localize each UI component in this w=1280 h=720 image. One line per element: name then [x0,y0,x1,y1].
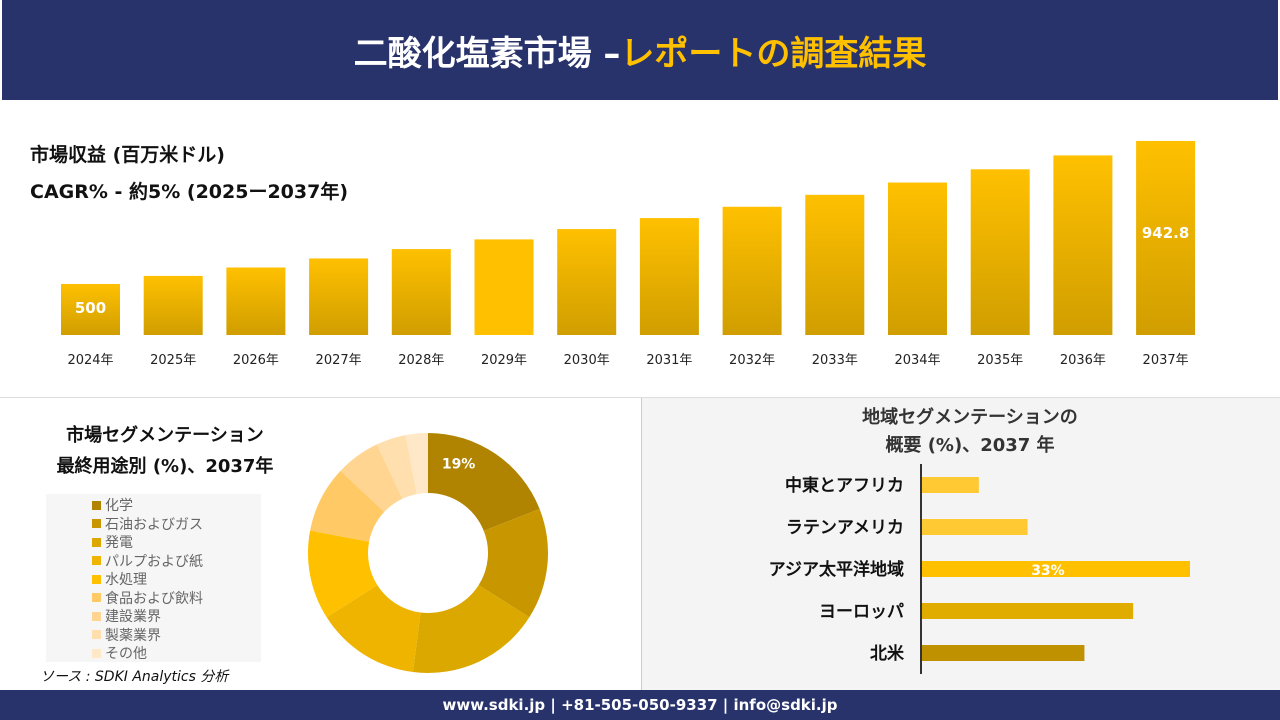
bar-2030年 [557,229,617,335]
donut-slice-化学 [428,433,540,531]
legend-label: 建設業界 [105,609,161,626]
end-use-title-line1: 市場セグメンテーション [66,425,264,446]
legend-swatch [92,648,101,658]
category-label: ヨーロッパ [819,602,904,622]
x-tick-label: 2033年 [812,353,858,368]
legend-label: 石油およびガス [105,516,203,533]
donut-slice-水処理 [308,530,378,618]
cagr-subtitle: CAGR% - 約5% (2025ー2037年) [30,181,349,203]
legend-swatch [92,611,101,621]
category-label: 中東とアフリカ [785,475,904,496]
bar-2027年 [309,258,369,335]
legend-item: その他 [92,644,261,663]
donut-legend: 化学 石油およびガス 発電 パルプおよび紙 水処理 食品および飲料 建設業界 製薬業界その他 [46,494,261,662]
category-label: ラテンアメリカ [786,518,904,538]
legend-swatch [92,630,101,640]
donut-slice-製薬業界 [376,435,417,499]
divider [0,397,1280,398]
legend-item: 建設業界 [92,607,261,626]
legend-label: 食品および飲料 [105,590,203,607]
region-title-line2: 概要 (%)、2037 年 [885,435,1055,456]
bar-北米 [922,645,1085,661]
x-tick-label: 2035年 [977,353,1023,368]
x-tick-label: 2026年 [233,353,279,368]
legend-item: 製薬業界 [92,626,261,645]
bar-data-label: 942.8 [1142,224,1189,242]
title-accent: レポートの調査結果 [620,33,927,74]
category-label: 北米 [870,643,905,664]
bar-2035年 [970,169,1030,335]
bar-2034年 [888,182,947,335]
bar-2024年 [61,283,120,335]
legend-label: 化学 [105,498,133,515]
bar-ヨーロッパ [922,603,1134,619]
bar-data-label: 33% [1031,563,1065,579]
bar-2036年 [1053,155,1113,335]
bar-アジア太平洋地域 [922,561,1190,577]
legend-item: パルプおよび紙 [92,552,261,571]
legend-swatch [92,537,101,547]
legend-label: 製薬業界 [105,627,161,644]
title-main: 二酸化塩素市場 – [353,33,621,74]
bar-2037年 [1136,140,1196,335]
x-tick-label: 2024年 [67,353,113,368]
legend-swatch [92,519,101,529]
x-tick-label: 2030年 [564,353,610,368]
donut-slice-建設業界 [340,444,403,512]
x-tick-label: 2031年 [646,353,692,368]
bar-2031年 [639,218,699,335]
legend-item: 化学 [92,496,261,515]
revenue-chart-title: 市場収益 (百万米ドル) [30,144,225,166]
donut-slice-石油およびガス [478,508,548,618]
source-note: ソース : SDKI Analytics 分析 [40,669,229,685]
legend-label: 発電 [105,535,133,552]
bar-2033年 [805,194,865,335]
legend-label: その他 [105,646,147,663]
legend-swatch [92,593,101,603]
donut-slice-食品および飲料 [310,470,385,542]
x-tick-label: 2034年 [894,353,940,368]
bar-2032年 [722,206,782,335]
bar-ラテンアメリカ [922,519,1028,535]
bar-2029年 [474,239,534,335]
legend-item: 発電 [92,533,261,552]
legend-swatch [92,556,101,566]
region-panel [641,398,1280,690]
legend-item: 食品および飲料 [92,589,261,608]
footer-contact: www.sdki.jp | +81-505-050-9337 | info@sd… [0,690,1280,720]
x-tick-label: 2025年 [150,353,196,368]
legend-label: 水処理 [105,572,147,589]
end-use-donut-chart: 19% [308,433,548,673]
donut-slice-発電 [412,585,530,673]
end-use-title: 市場セグメンテーション 最終用途別 (%)、2037年 [30,420,300,482]
category-label: アジア太平洋地域 [769,559,904,580]
x-tick-label: 2028年 [398,353,444,368]
legend-swatch [92,500,101,510]
donut-slice-パルプおよび紙 [326,585,421,673]
bar-2026年 [226,267,286,335]
legend-item: 水処理 [92,570,261,589]
end-use-title-line2: 最終用途別 (%)、2037年 [56,456,274,477]
x-tick-label: 2037年 [1143,353,1189,368]
x-tick-label: 2027年 [316,353,362,368]
header-banner: 二酸化塩素市場 – レポートの調査結果 [2,0,1278,100]
region-title: 地域セグメンテーションの 概要 (%)、2037 年 [760,404,1180,460]
revenue-bar-chart: 2024年 500 2025年 2026年 2027年 2028年 2029年 2030年 20… [61,140,1196,368]
legend-item: 石油およびガス [92,515,261,534]
bar-2028年 [391,249,451,335]
x-tick-label: 2036年 [1060,353,1106,368]
x-tick-label: 2029年 [481,353,527,368]
legend-swatch [92,574,101,584]
bar-中東とアフリカ [922,477,979,493]
bar-data-label: 500 [75,299,106,317]
x-tick-label: 2032年 [729,353,775,368]
region-title-line1: 地域セグメンテーションの [862,407,1078,428]
bar-2025年 [143,275,203,335]
donut-slice-その他 [405,433,428,495]
slice-data-label: 19% [442,456,476,472]
legend-label: パルプおよび紙 [105,553,203,570]
